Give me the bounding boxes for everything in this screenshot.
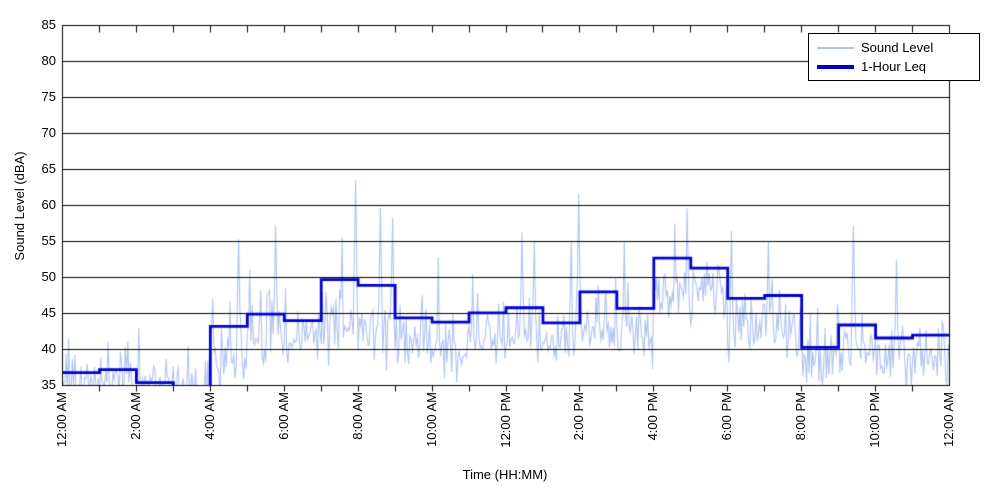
legend-label-sound-level: Sound Level	[861, 40, 934, 55]
x-tick-label: 4:00 AM	[201, 392, 217, 440]
y-tick-label: 45	[41, 305, 56, 320]
legend-item-1-hour-leq: 1-Hour Leq	[817, 57, 973, 76]
y-axis-title: Sound Level (dBA)	[12, 151, 27, 261]
x-tick-label: 4:00 PM	[645, 392, 661, 441]
y-tick-label: 75	[41, 89, 56, 104]
x-tick-label: 10:00 AM	[423, 392, 439, 447]
y-tick-label: 85	[41, 17, 56, 32]
legend: Sound Level 1-Hour Leq	[808, 33, 980, 81]
y-tick-label: 50	[41, 269, 56, 284]
y-tick-label: 35	[41, 377, 56, 392]
legend-label-1-hour-leq: 1-Hour Leq	[861, 59, 927, 74]
legend-item-sound-level: Sound Level	[817, 38, 973, 57]
legend-line-1-hour-leq	[817, 64, 854, 69]
x-tick-label: 10:00 PM	[867, 392, 883, 448]
x-tick-label: 12:00 PM	[497, 392, 513, 448]
legend-line-sound-level	[817, 46, 854, 49]
x-axis-title: Time (HH:MM)	[462, 467, 548, 482]
y-tick-label: 65	[41, 161, 56, 176]
x-tick-label: 2:00 PM	[571, 392, 587, 441]
x-tick-label: 2:00 AM	[127, 392, 143, 440]
x-tick-label: 12:00 AM	[54, 392, 69, 447]
y-tick-label: 80	[41, 53, 56, 68]
y-tick-label: 70	[41, 125, 56, 140]
y-tick-label: 40	[41, 341, 56, 356]
x-tick-label: 12:00 AM	[941, 392, 956, 447]
y-tick-label: 55	[41, 233, 56, 248]
x-tick-label: 8:00 PM	[793, 392, 809, 441]
y-tick-label: 60	[41, 197, 56, 212]
x-tick-label: 6:00 PM	[719, 392, 735, 441]
x-tick-label: 8:00 AM	[349, 392, 365, 440]
x-tick-label: 6:00 AM	[275, 392, 291, 440]
